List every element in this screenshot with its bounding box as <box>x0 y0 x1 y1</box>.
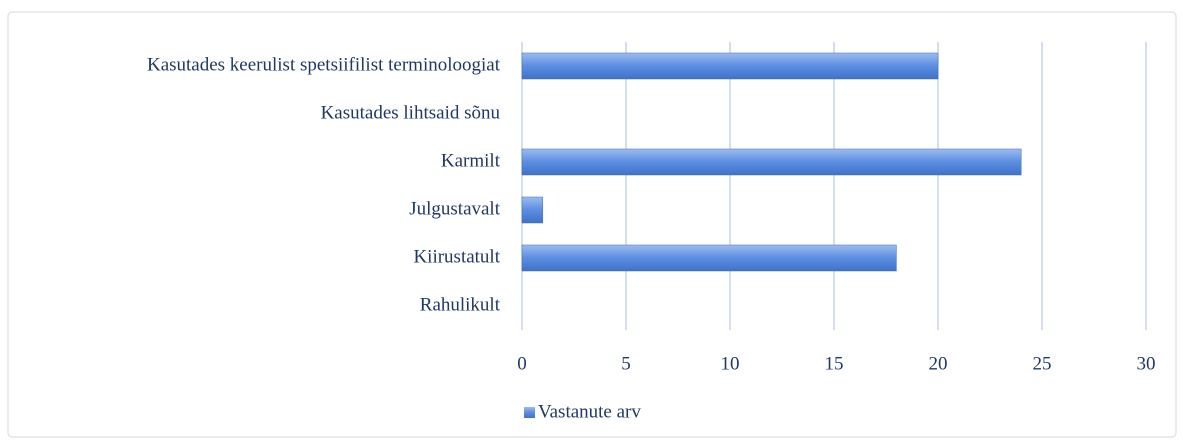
legend-swatch <box>524 407 535 418</box>
y-tick-label: Rahulikult <box>420 294 501 315</box>
y-tick-label: Karmilt <box>441 150 501 171</box>
x-tick-label: 20 <box>929 353 948 374</box>
x-tick-label: 10 <box>721 353 740 374</box>
x-tick-label: 0 <box>517 353 527 374</box>
bar <box>521 148 1022 176</box>
bar <box>521 196 544 224</box>
legend-label: Vastanute arv <box>538 401 641 422</box>
y-tick-label: Kiirustatult <box>413 246 500 267</box>
bar <box>521 244 897 272</box>
x-tick-label: 25 <box>1033 353 1052 374</box>
x-tick-label: 15 <box>825 353 844 374</box>
bar <box>521 52 939 80</box>
y-tick-label: Julgustavalt <box>409 198 500 219</box>
x-tick-label: 30 <box>1137 353 1156 374</box>
y-tick-label: Kasutades keerulist spetsiifilist termin… <box>147 54 501 75</box>
y-tick-label: Kasutades lihtsaid sõnu <box>321 102 501 123</box>
x-tick-label: 5 <box>621 353 631 374</box>
chart-border <box>7 11 1177 438</box>
